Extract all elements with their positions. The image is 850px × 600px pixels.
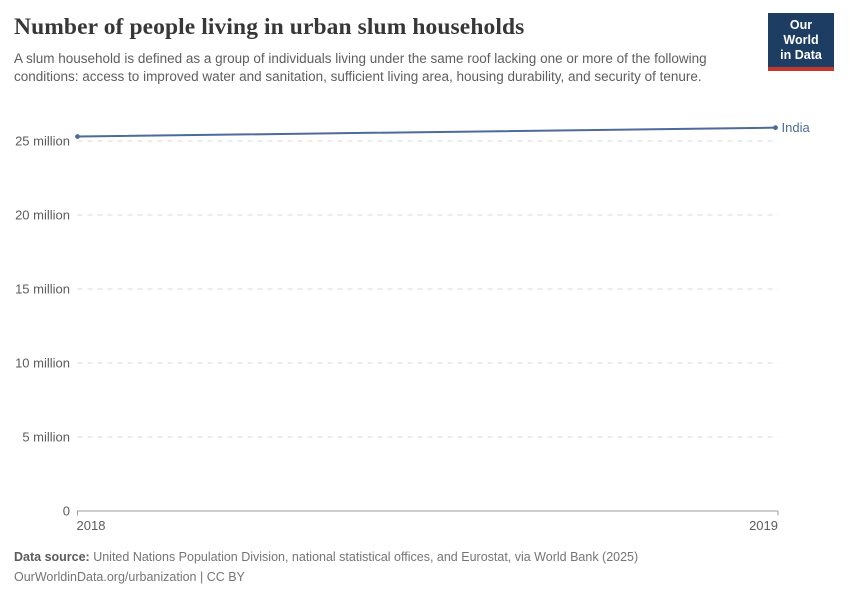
owid-logo[interactable]: Our World in Data [768,13,834,71]
data-source-line: Data source: United Nations Population D… [14,547,836,567]
y-tick-label: 20 million [15,208,70,223]
x-tick-label: 2018 [77,518,106,533]
license-line: OurWorldinData.org/urbanization | CC BY [14,570,245,584]
page-title: Number of people living in urban slum ho… [14,14,525,40]
data-source-label: Data source: [14,550,90,564]
series-point-india[interactable] [773,125,778,131]
owid-logo-line2: in Data [780,48,822,62]
chart-header: Number of people living in urban slum ho… [14,13,836,86]
chart-subtitle: A slum household is defined as a group o… [14,51,707,85]
series-line-india[interactable] [76,126,777,138]
series-label-india[interactable]: India [782,120,811,135]
x-tick-label: 2019 [749,518,778,533]
y-tick-label: 15 million [15,282,70,297]
y-tick-label: 0 [63,504,70,519]
y-tick-label: 5 million [22,430,70,445]
y-tick-label: 25 million [15,134,70,149]
data-source-text: United Nations Population Division, nati… [89,550,639,564]
owid-logo-line1: Our World [783,18,819,47]
chart-footer: Data source: United Nations Population D… [14,547,836,587]
y-tick-label: 10 million [15,356,70,371]
series-point-india[interactable] [75,134,80,139]
line-chart-plot: 0 5 million 10 million 15 million 20 million… [15,120,811,533]
